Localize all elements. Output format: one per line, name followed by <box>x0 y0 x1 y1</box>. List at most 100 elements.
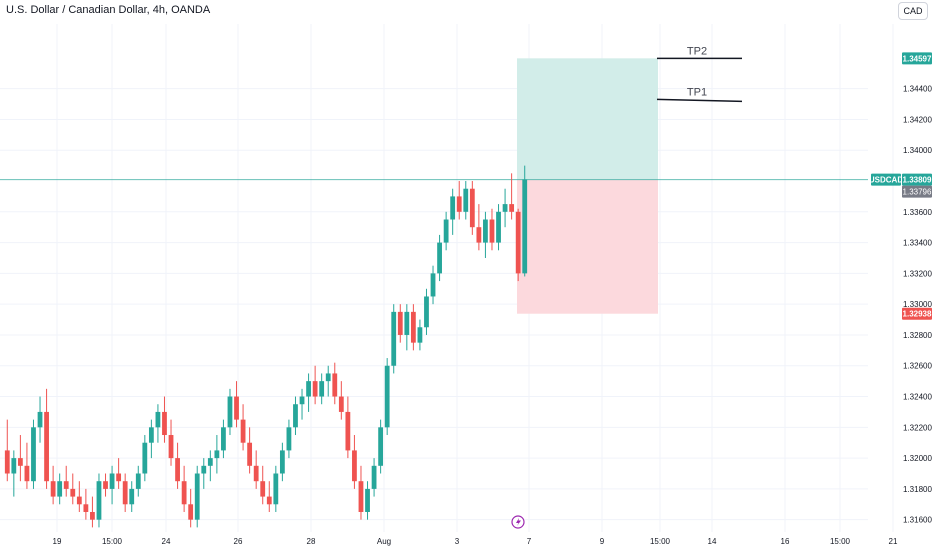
current-price-tag: 1.33809 <box>902 173 932 186</box>
candle-body <box>227 396 233 428</box>
candle <box>384 358 390 436</box>
x-tick-label: 14 <box>708 537 717 546</box>
candle-body <box>155 411 161 428</box>
candle <box>515 208 521 282</box>
candle-body <box>424 296 429 328</box>
candle <box>4 419 10 482</box>
candle-body <box>116 473 122 482</box>
candle <box>371 458 377 497</box>
candle-body <box>404 311 410 335</box>
x-tick-label: 21 <box>889 537 898 546</box>
candle-body <box>96 481 102 520</box>
y-tick-label: 1.32000 <box>903 454 932 463</box>
candle <box>96 473 102 528</box>
y-tick-label: 1.34200 <box>903 115 932 124</box>
candle-body <box>483 219 488 243</box>
candle-body <box>332 373 338 397</box>
candle <box>142 435 148 482</box>
tp-annotation: TP1 <box>656 86 743 103</box>
candle <box>502 188 508 228</box>
candle-body <box>70 488 76 497</box>
symbol-tag-text: USDCAD <box>869 176 903 185</box>
candle <box>299 388 305 420</box>
currency-button[interactable]: CAD <box>898 2 928 20</box>
candle-body <box>378 427 384 466</box>
tp2-price-tag: 1.34597 <box>902 52 932 65</box>
candle <box>11 450 17 497</box>
candle-body <box>103 481 108 489</box>
candle <box>24 442 30 489</box>
y-tick-label: 1.31600 <box>903 516 932 525</box>
profit-zone <box>517 58 658 180</box>
candle-body <box>221 427 226 451</box>
candle <box>306 373 311 412</box>
candle-body <box>397 311 403 335</box>
candle-body <box>266 496 272 505</box>
candle <box>345 396 351 459</box>
candle <box>129 481 135 512</box>
candle-body <box>384 365 390 428</box>
candle <box>522 165 528 277</box>
candle-body <box>168 435 174 459</box>
y-tick-label: 1.32200 <box>903 423 932 432</box>
candle-body <box>4 450 10 474</box>
tp-line <box>656 98 743 103</box>
tp-label: TP1 <box>687 86 707 98</box>
candle-body <box>338 396 344 412</box>
tp2-price-tag-text: 1.34597 <box>903 54 932 63</box>
x-tick-label: 26 <box>234 537 243 546</box>
candle <box>253 450 259 489</box>
candle-body <box>450 196 456 220</box>
candle-body <box>299 396 305 405</box>
candle-body <box>247 442 253 466</box>
candle-body <box>188 504 194 520</box>
candle <box>122 473 128 512</box>
x-tick-label: 28 <box>307 537 316 546</box>
candle <box>162 396 167 443</box>
candle <box>260 465 266 505</box>
candle-body <box>273 473 279 505</box>
y-tick-label: 1.32800 <box>903 331 932 340</box>
candle-body <box>293 404 298 428</box>
candle <box>168 419 174 466</box>
candle <box>103 473 108 497</box>
candle-body <box>90 511 95 520</box>
candle-body <box>24 465 30 482</box>
candle-body <box>410 311 416 343</box>
candle <box>430 265 436 305</box>
candle-body <box>50 481 56 497</box>
candle-body <box>31 427 36 482</box>
candle <box>31 419 36 489</box>
symbol-tag-bg <box>871 173 901 186</box>
candle <box>227 388 233 436</box>
candle-body <box>352 450 357 482</box>
candle-body <box>391 311 397 366</box>
symbol-tag: USDCAD <box>869 173 903 186</box>
y-tick-label: 1.32600 <box>903 362 932 371</box>
candle-body <box>240 419 246 443</box>
y-tick-label: 1.33000 <box>903 300 932 309</box>
y-tick-label: 1.31800 <box>903 485 932 494</box>
candle-body <box>11 458 17 474</box>
candle <box>50 465 56 505</box>
candle <box>483 211 488 258</box>
y-tick-label: 1.33400 <box>903 239 932 248</box>
current-price-tag-bg <box>902 173 932 186</box>
candle <box>70 473 76 505</box>
candle-body <box>371 465 377 489</box>
tp2-price-tag-bg <box>902 52 932 65</box>
x-tick-label: Aug <box>377 537 391 546</box>
candle <box>76 481 82 512</box>
x-tick-label: 15:00 <box>650 537 671 546</box>
candle-body <box>129 488 135 505</box>
candle <box>221 419 226 459</box>
candle <box>293 396 298 436</box>
candle <box>417 319 423 351</box>
candle <box>188 488 194 528</box>
candle <box>496 204 501 251</box>
candle <box>286 419 292 459</box>
candle <box>450 188 456 235</box>
x-tick-label: 15:00 <box>102 537 123 546</box>
candle-body <box>430 273 436 297</box>
